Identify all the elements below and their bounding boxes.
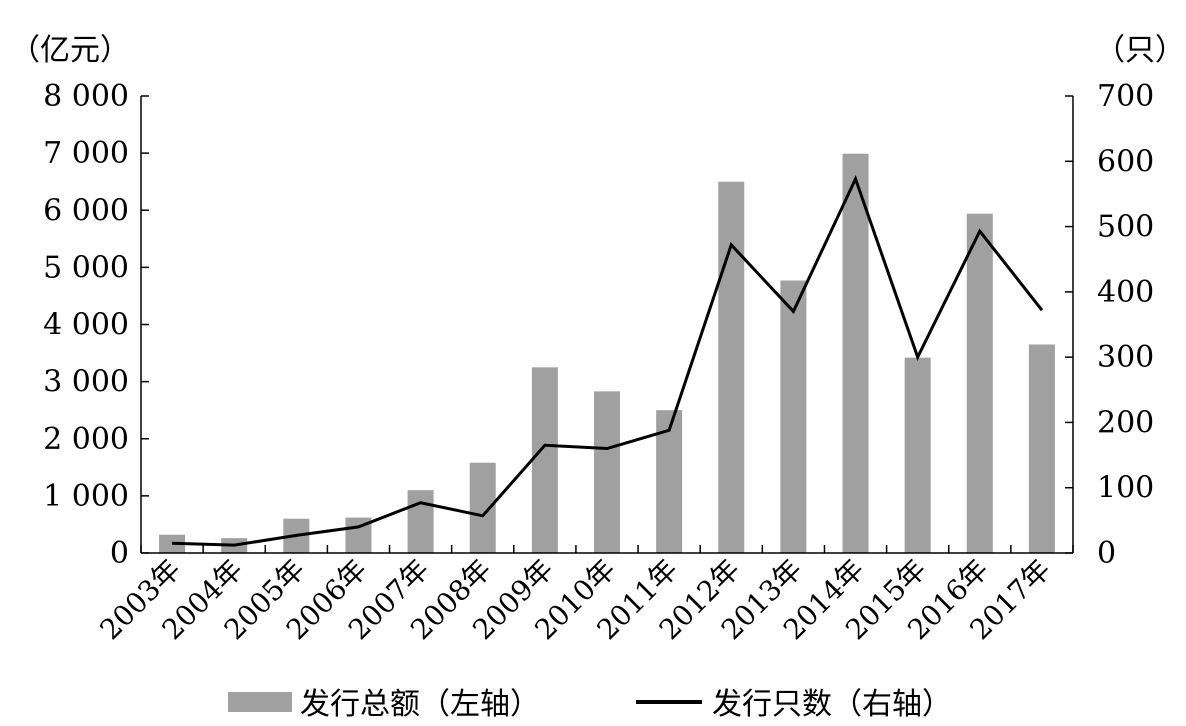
y-left-tick-label: 6 000 <box>43 193 129 228</box>
legend: 发行总额（左轴） 发行只数（右轴） <box>228 687 952 722</box>
bar-2013年 <box>780 280 807 553</box>
y-right-tick-label: 500 <box>1097 210 1154 245</box>
y-right-tick-label: 200 <box>1097 405 1154 440</box>
bar-2012年 <box>718 181 745 553</box>
y-right-tick-label: 400 <box>1097 275 1154 310</box>
bar-2015年 <box>904 357 931 553</box>
y-right-tick-label: 300 <box>1097 340 1154 375</box>
y-left-tick-label: 2 000 <box>43 422 129 457</box>
y-left-tick-label: 8 000 <box>43 79 129 114</box>
bar-2009年 <box>531 367 558 553</box>
bar-2014年 <box>842 153 869 554</box>
x-axis-ticks: 2003年2004年2005年2006年2007年2008年2009年2010年… <box>93 545 1074 646</box>
y-left-tick-label: 3 000 <box>43 365 129 400</box>
y-left-tick-label: 7 000 <box>43 136 129 171</box>
y-left-tick-label: 1 000 <box>43 479 129 514</box>
y-right-tick-label: 0 <box>1097 536 1116 571</box>
legend-bar-swatch <box>228 692 292 712</box>
y-left-tick-label: 5 000 <box>43 250 129 285</box>
legend-line-label: 发行只数（右轴） <box>712 687 952 722</box>
y-left-tick-label: 0 <box>110 536 129 571</box>
bar-2010年 <box>594 391 620 553</box>
bar-2017年 <box>1028 344 1055 553</box>
legend-bar-label: 发行总额（左轴） <box>300 687 540 722</box>
y-left-tick-label: 4 000 <box>43 308 129 343</box>
y-axis-right-ticks: 0 100 200 300 400 500 600 700 <box>1065 79 1154 571</box>
y-right-tick-label: 700 <box>1097 79 1154 114</box>
bars-layer <box>159 153 1055 554</box>
line-layer <box>171 174 1044 547</box>
y-axis-right-label: （只） <box>1095 33 1185 68</box>
bar-2008年 <box>469 462 496 553</box>
y-right-tick-label: 600 <box>1097 144 1154 179</box>
y-axis-left-label: （亿元） <box>10 33 130 68</box>
bar-2007年 <box>407 490 434 553</box>
y-right-tick-label: 100 <box>1097 471 1154 506</box>
y-axis-left-ticks: 0 1 000 2 000 3 000 4 000 5 000 6 000 7 000 8 00… <box>43 79 149 571</box>
bar-2016年 <box>966 213 993 554</box>
